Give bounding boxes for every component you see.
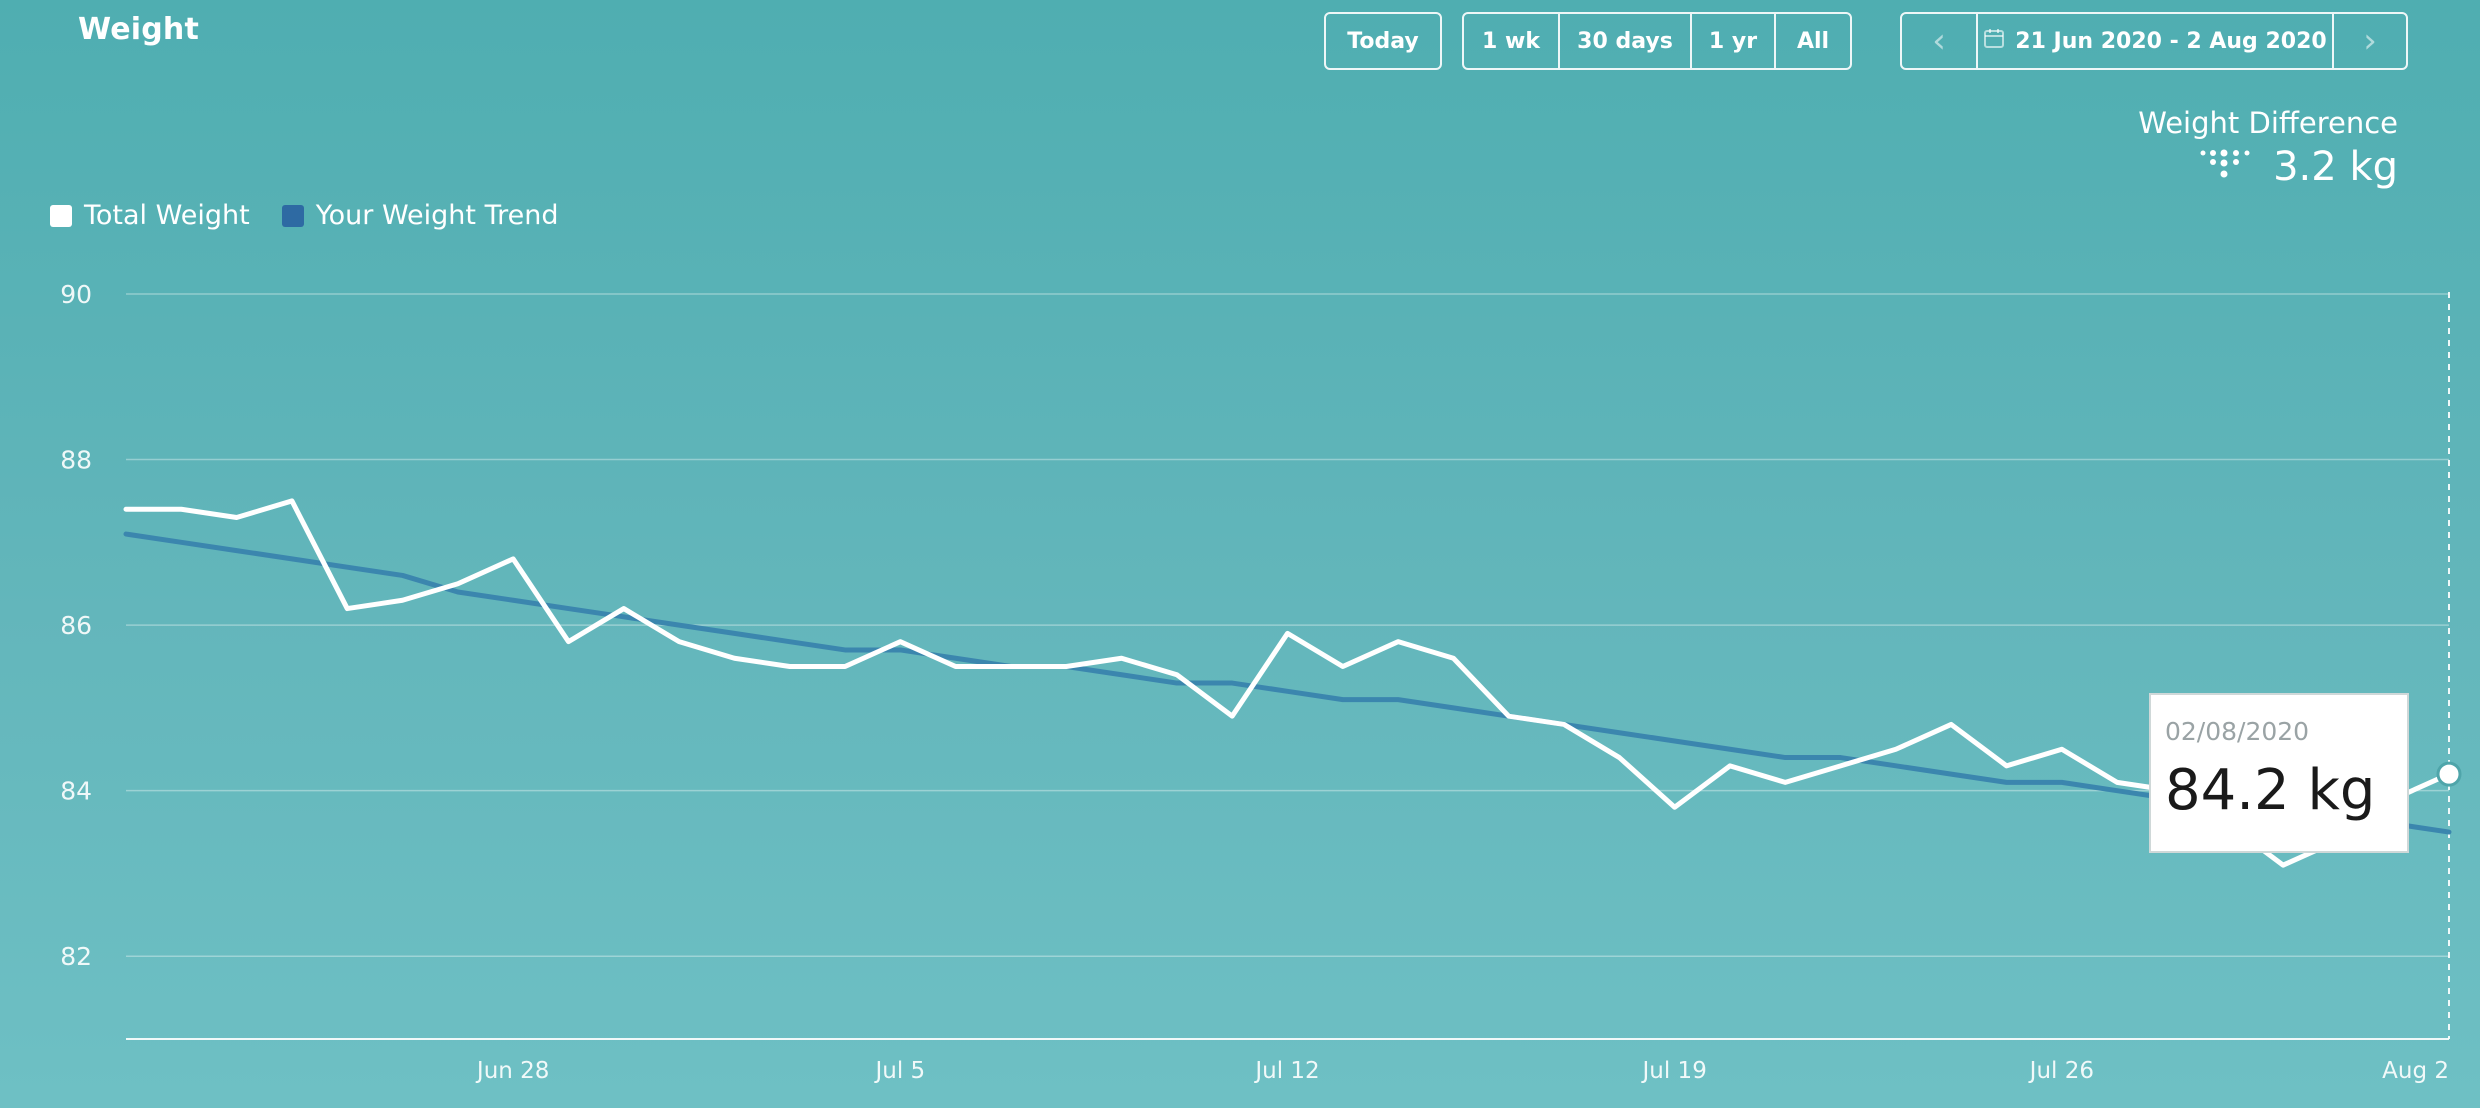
legend-label-total-weight: Total Weight <box>84 200 250 231</box>
y-tick-label: 90 <box>60 280 92 309</box>
chart-legend: Total Weight Your Weight Trend <box>50 200 558 231</box>
range-1wk-button[interactable]: 1 wk <box>1482 28 1540 54</box>
weight-difference-label: Weight Difference <box>2138 106 2398 140</box>
data-tooltip: 02/08/2020 84.2 kg <box>2149 693 2409 853</box>
x-tick-label: Jul 19 <box>1641 1058 1707 1084</box>
range-1yr-button[interactable]: 1 yr <box>1690 14 1774 68</box>
date-range-label: 21 Jun 2020 - 2 Aug 2020 <box>2015 28 2327 54</box>
today-button-group: Today <box>1324 12 1442 70</box>
x-tick-label: Jul 26 <box>2028 1058 2094 1084</box>
weight-difference: Weight Difference 3.2 kg <box>2138 106 2398 190</box>
x-tick-label: Jun 28 <box>475 1058 550 1084</box>
legend-total-weight[interactable]: Total Weight <box>50 200 250 231</box>
tooltip-value: 84.2 kg <box>2165 758 2376 823</box>
legend-label-weight-trend: Your Weight Trend <box>315 200 559 231</box>
series-line-total-weight <box>123 498 2452 868</box>
range-selector: 1 wk 30 days 1 yr All <box>1462 12 1852 70</box>
x-tick-label: Jul 12 <box>1253 1058 1319 1084</box>
y-tick-label: 84 <box>60 777 92 806</box>
range-all-button[interactable]: All <box>1774 14 1850 68</box>
legend-swatch-total-weight <box>50 204 72 227</box>
x-tick-label: Aug 2 <box>2382 1058 2449 1084</box>
legend-weight-trend[interactable]: Your Weight Trend <box>281 200 559 231</box>
y-tick-label: 86 <box>60 611 92 640</box>
y-tick-label: 88 <box>60 446 92 475</box>
selected-point-marker <box>2436 761 2462 787</box>
date-navigator: ‹ 21 Jun 2020 - 2 Aug 2020 › <box>1900 12 2408 70</box>
next-period-button[interactable]: › <box>2332 14 2406 68</box>
tooltip-date: 02/08/2020 <box>2165 717 2310 746</box>
x-tick-label: Jul 5 <box>873 1058 925 1084</box>
legend-swatch-weight-trend <box>281 204 304 227</box>
page-title: Weight <box>78 12 200 47</box>
series-line-your-weight-trend <box>123 531 2452 835</box>
calendar-icon <box>1983 27 2005 55</box>
today-button[interactable]: Today <box>1347 28 1419 54</box>
y-tick-label: 82 <box>60 942 92 971</box>
weight-difference-value: 3.2 kg <box>2273 144 2398 190</box>
prev-period-button[interactable]: ‹ <box>1932 21 1946 61</box>
date-range-picker[interactable]: 21 Jun 2020 - 2 Aug 2020 <box>1976 14 2332 68</box>
fitbit-logo-icon <box>2199 148 2251 186</box>
range-30days-button[interactable]: 30 days <box>1558 14 1690 68</box>
